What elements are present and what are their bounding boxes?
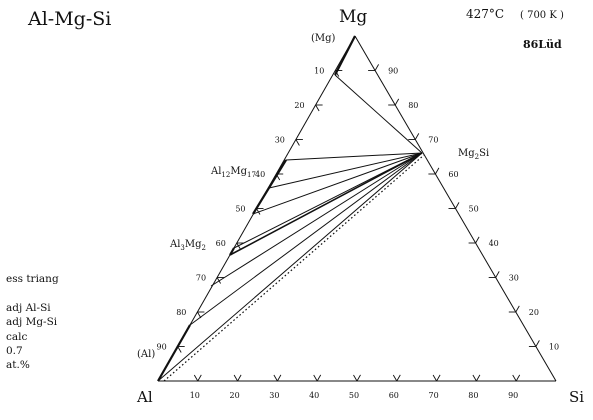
- axis-tick-label: 10: [549, 343, 559, 352]
- axis-tick-label: 20: [230, 391, 240, 400]
- axis-tick-label: 50: [235, 205, 245, 214]
- axis-tick-mark: [315, 104, 320, 112]
- phase-label-al12mg17: Al12Mg17: [210, 166, 256, 179]
- axis-tick-label: 70: [428, 136, 438, 145]
- note-line: adj Al-Si: [6, 301, 51, 314]
- temperature-celsius: 427°C: [466, 7, 504, 21]
- axis-tick-mark: [275, 173, 281, 181]
- axis-tick-mark: [414, 133, 420, 140]
- note-line: ess triang: [6, 273, 59, 285]
- axis-tick-labels: 10 20 30 40 50 60 70 80 90 90 80 70 60 50 40 30 20 10 10 20…: [157, 67, 560, 401]
- axis-tick-label: 30: [275, 136, 285, 145]
- axis-tick-label: 40: [309, 391, 319, 400]
- axis-tick-mark: [237, 374, 242, 382]
- axis-tick-mark: [353, 374, 358, 382]
- axis-tick-mark: [432, 374, 437, 382]
- axis-tick-label: 50: [349, 391, 359, 400]
- vertex-label-si: Si: [569, 388, 584, 406]
- tie-lines: [157, 74, 423, 382]
- axis-tick-label: 60: [448, 170, 458, 179]
- axis-tick-mark: [472, 374, 477, 382]
- axis-tick-label: 70: [196, 274, 206, 283]
- note-line: [6, 286, 59, 300]
- axis-tick-mark: [455, 202, 460, 209]
- axis-tick-label: 90: [508, 391, 518, 400]
- reference-code: 86Lüd: [523, 38, 562, 51]
- axis-tick-mark: [476, 374, 481, 382]
- vertex-label-al: Al: [136, 388, 153, 406]
- axis-tick-mark: [535, 340, 540, 347]
- axis-tick-mark: [392, 374, 398, 382]
- axis-tick-mark: [197, 311, 202, 319]
- dotted-boundary: [163, 154, 425, 382]
- note-line: adj Mg-Si: [6, 316, 58, 329]
- axis-tick-label: 60: [216, 239, 226, 248]
- axis-tick-mark: [394, 98, 400, 106]
- axis-tick-label: 80: [176, 308, 186, 317]
- axis-tick-mark: [356, 374, 361, 382]
- axis-tick-mark: [313, 374, 318, 382]
- axis-tick-label: 80: [408, 101, 418, 110]
- note-line: at.%: [6, 359, 30, 372]
- axis-tick-mark: [233, 374, 238, 382]
- axis-tick-mark: [316, 374, 322, 382]
- note-line: calc: [6, 330, 28, 343]
- axis-tick-label: 10: [314, 67, 324, 76]
- axis-tick-mark: [435, 167, 440, 175]
- axis-tick-label: 90: [157, 343, 167, 352]
- axis-tick-label: 30: [509, 274, 519, 283]
- axis-tick-mark: [515, 374, 521, 382]
- temperature-kelvin: ( 700 K ): [520, 10, 564, 21]
- note-line: 0.7: [6, 345, 23, 358]
- axis-tick-label: 90: [388, 67, 398, 76]
- axis-tick-mark: [177, 346, 182, 353]
- axis-tick-label: 30: [269, 391, 279, 400]
- axis-tick-mark: [295, 139, 300, 146]
- axis-tick-mark: [396, 374, 401, 382]
- axis-tick-mark: [193, 374, 199, 382]
- axis-tick-mark: [515, 305, 520, 313]
- vertex-label-mg: Mg: [339, 7, 367, 27]
- axis-tick-label: 60: [389, 391, 399, 400]
- axis-ticks: [177, 64, 540, 382]
- axis-tick-mark: [436, 374, 441, 382]
- phase-label-al-solid: (Al): [137, 349, 155, 360]
- axis-tick-label: 80: [468, 391, 478, 400]
- axis-tick-label: 20: [529, 308, 539, 317]
- axis-tick-label: 10: [190, 391, 200, 400]
- axis-tick-mark: [197, 374, 202, 382]
- phase-label-al3mg2: Al3Mg2: [169, 239, 206, 252]
- diagram-title: Al-Mg-Si: [27, 8, 111, 30]
- phase-label-mg-solid: (Mg): [311, 33, 336, 44]
- axis-tick-label: 70: [429, 391, 439, 400]
- axis-tick-mark: [256, 208, 261, 215]
- axis-tick-mark: [495, 271, 500, 278]
- axis-tick-mark: [236, 242, 241, 250]
- axis-tick-label: 50: [469, 205, 479, 214]
- phase-label-mg2si: Mg2Si: [458, 148, 489, 161]
- axis-tick-mark: [374, 64, 379, 71]
- axis-tick-mark: [277, 374, 282, 382]
- axis-tick-mark: [512, 374, 517, 382]
- axis-tick-label: 40: [255, 170, 265, 179]
- axis-tick-mark: [334, 70, 340, 77]
- axis-tick-mark: [475, 236, 480, 244]
- axis-tick-mark: [216, 277, 221, 284]
- side-notes: ess triang adj Al-Si adj Mg-Si calc 0.7 …: [6, 272, 59, 373]
- axis-tick-label: 40: [489, 239, 499, 248]
- axis-tick-mark: [273, 374, 278, 382]
- axis-tick-label: 20: [294, 101, 304, 110]
